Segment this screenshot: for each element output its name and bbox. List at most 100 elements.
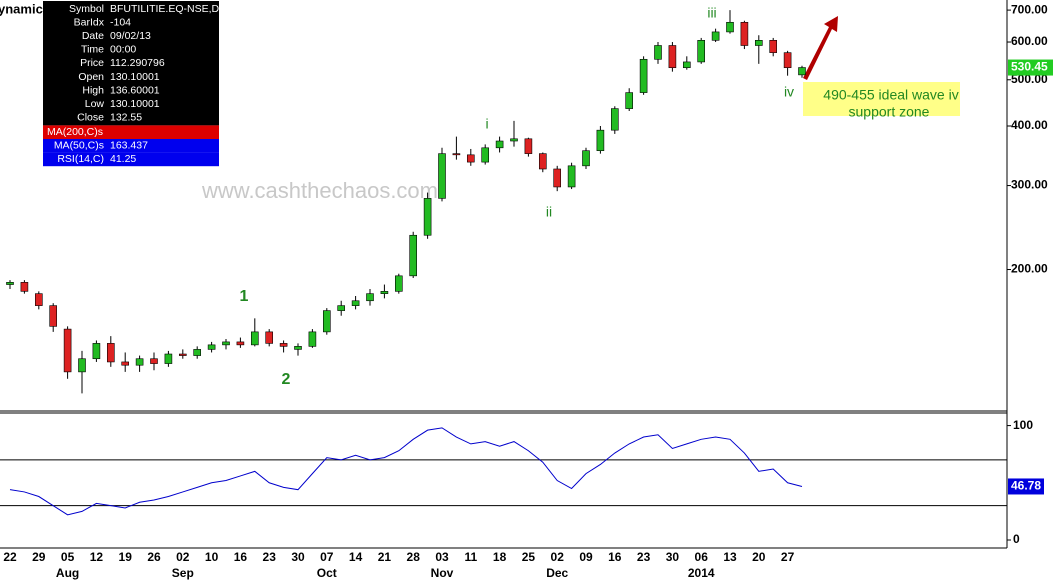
- info-value: 136.60001: [110, 84, 160, 96]
- x-tick-label: 23: [263, 550, 277, 564]
- candle-body: [495, 140, 504, 149]
- x-tick-label: 16: [234, 550, 248, 564]
- month-label: Sep: [172, 566, 194, 580]
- candle-body: [538, 153, 547, 170]
- candle-body: [366, 293, 374, 302]
- x-tick-label: 07: [320, 550, 334, 564]
- month-label: Aug: [56, 566, 79, 580]
- x-tick-label: 27: [781, 550, 795, 564]
- x-tick-label: 13: [723, 550, 737, 564]
- candle-body: [179, 353, 187, 356]
- candle-body: [20, 282, 29, 292]
- candle-body: [654, 45, 662, 60]
- candle-body: [308, 331, 317, 347]
- x-tick-label: 25: [522, 550, 536, 564]
- arrow: [803, 16, 838, 80]
- candle-body: [726, 21, 734, 33]
- indicator-name: RSI(14,C): [57, 153, 104, 165]
- value-tag-label: 46.78: [1011, 479, 1041, 493]
- info-background: [43, 1, 219, 126]
- y-tick-label: 0: [1013, 532, 1020, 546]
- y-tick-label: 300.00: [1011, 178, 1048, 192]
- month-label: Oct: [317, 566, 337, 580]
- info-value: -104: [110, 16, 131, 28]
- candle-body: [610, 108, 619, 131]
- candle-body: [567, 165, 576, 188]
- candle-body: [754, 40, 763, 46]
- month-label: Dec: [546, 566, 568, 580]
- x-tick-label: 19: [119, 550, 133, 564]
- wave-label: 2: [282, 371, 291, 388]
- candle-body: [337, 305, 346, 311]
- candle-body: [164, 353, 173, 364]
- candle-body: [78, 358, 86, 373]
- x-tick-label: 12: [90, 550, 104, 564]
- wave-label: 1: [240, 288, 249, 305]
- y-tick-label: 600.00: [1011, 34, 1048, 48]
- x-tick-label: 03: [435, 550, 449, 564]
- x-tick-label: 21: [378, 550, 392, 564]
- candle-body: [783, 52, 792, 69]
- info-key: Open: [78, 71, 104, 83]
- candle-body: [107, 343, 115, 363]
- candle-body: [423, 198, 432, 236]
- candle-body: [582, 150, 590, 167]
- x-tick-label: 29: [32, 550, 46, 564]
- info-key: Price: [80, 57, 104, 69]
- candle-body: [279, 343, 288, 347]
- candle-body: [207, 344, 216, 350]
- candle-body: [409, 234, 418, 277]
- y-tick-label: 200.00: [1011, 262, 1048, 276]
- candle-body: [135, 358, 144, 366]
- x-tick-label: 11: [464, 550, 477, 564]
- info-key: BarIdx: [74, 16, 105, 28]
- price-tag-label: 530.45: [1011, 60, 1048, 74]
- candle-body: [34, 293, 43, 306]
- candle-body: [251, 331, 259, 346]
- candle-body: [740, 21, 749, 46]
- info-value: 130.10001: [110, 98, 160, 110]
- info-key: High: [82, 84, 104, 96]
- candle-body: [438, 153, 446, 199]
- info-value: 130.10001: [110, 71, 160, 83]
- candle-body: [682, 61, 691, 69]
- x-tick-label: 10: [205, 550, 219, 564]
- candle-body: [49, 305, 58, 327]
- callout-box: [803, 82, 960, 116]
- candle-body: [798, 67, 806, 76]
- x-tick-label: 23: [637, 550, 651, 564]
- info-value: 132.55: [110, 112, 142, 124]
- chart-title: ynamic: [0, 1, 43, 16]
- wave-label: i: [485, 116, 488, 132]
- info-key: Time: [81, 44, 104, 56]
- y-tick-label: 700.00: [1011, 2, 1048, 16]
- month-label: 2014: [688, 566, 715, 580]
- wave-label: iii: [707, 5, 716, 21]
- candle-body: [524, 138, 533, 154]
- x-tick-label: 02: [176, 550, 190, 564]
- info-key: Low: [85, 98, 105, 110]
- indicator-value: 163.437: [110, 140, 148, 152]
- indicator-name: MA(50,C)s: [54, 140, 104, 152]
- candle-body: [150, 358, 158, 364]
- x-tick-label: 30: [291, 550, 305, 564]
- candle-body: [452, 153, 461, 156]
- y-tick-label: 100: [1013, 418, 1033, 432]
- candle-body: [294, 346, 302, 350]
- indicator-name: MA(200,C)s: [47, 126, 103, 138]
- info-value: 09/02/13: [110, 30, 151, 42]
- wave-label: iv: [784, 84, 794, 100]
- candle-body: [625, 92, 634, 109]
- candle-body: [351, 300, 360, 306]
- candle-body: [510, 138, 518, 142]
- wave-label: ii: [546, 204, 552, 220]
- info-key: Date: [82, 30, 104, 42]
- candle-body: [193, 349, 201, 356]
- candle-body: [711, 31, 720, 41]
- value-tag: [1008, 478, 1044, 495]
- info-value: 00:00: [110, 44, 136, 56]
- candle-body: [481, 147, 490, 163]
- watermark: www.cashthechaos.com: [201, 178, 438, 203]
- candle-body: [322, 310, 331, 333]
